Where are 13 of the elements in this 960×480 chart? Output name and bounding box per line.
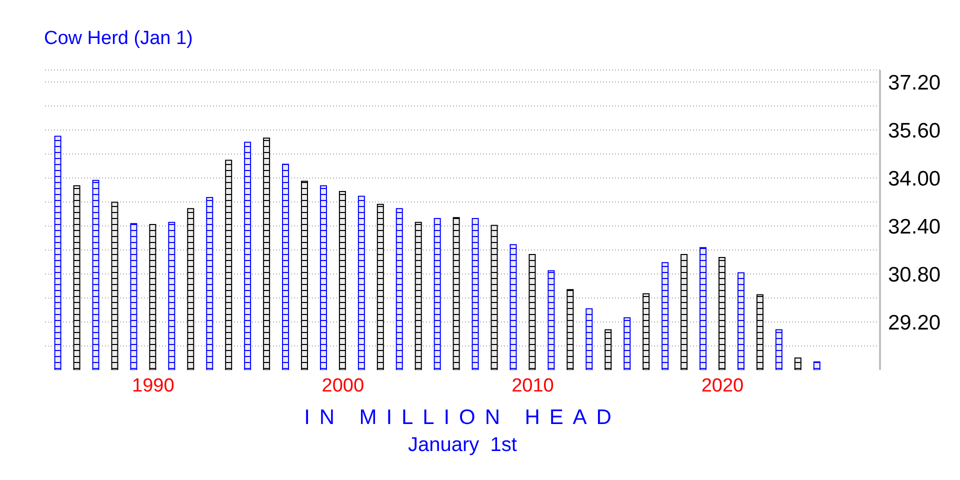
x-axis-title: IN MILLION HEAD bbox=[303, 406, 622, 430]
y-tick-label: 34.00 bbox=[888, 167, 941, 190]
y-tick-label: 37.20 bbox=[888, 71, 941, 94]
y-tick-label: 30.80 bbox=[888, 263, 941, 286]
x-tick-label: 2000 bbox=[322, 375, 364, 396]
chart-title: Cow Herd (Jan 1) bbox=[44, 28, 193, 50]
text: January 1st bbox=[407, 434, 518, 457]
y-tick-label: 29.20 bbox=[888, 311, 941, 334]
x-tick-label: 2010 bbox=[512, 375, 554, 396]
x-tick-label: 1990 bbox=[132, 375, 174, 396]
y-tick-label: 35.60 bbox=[888, 119, 941, 142]
x-tick-label: 2020 bbox=[701, 375, 744, 396]
y-tick-label: 32.40 bbox=[888, 215, 941, 238]
